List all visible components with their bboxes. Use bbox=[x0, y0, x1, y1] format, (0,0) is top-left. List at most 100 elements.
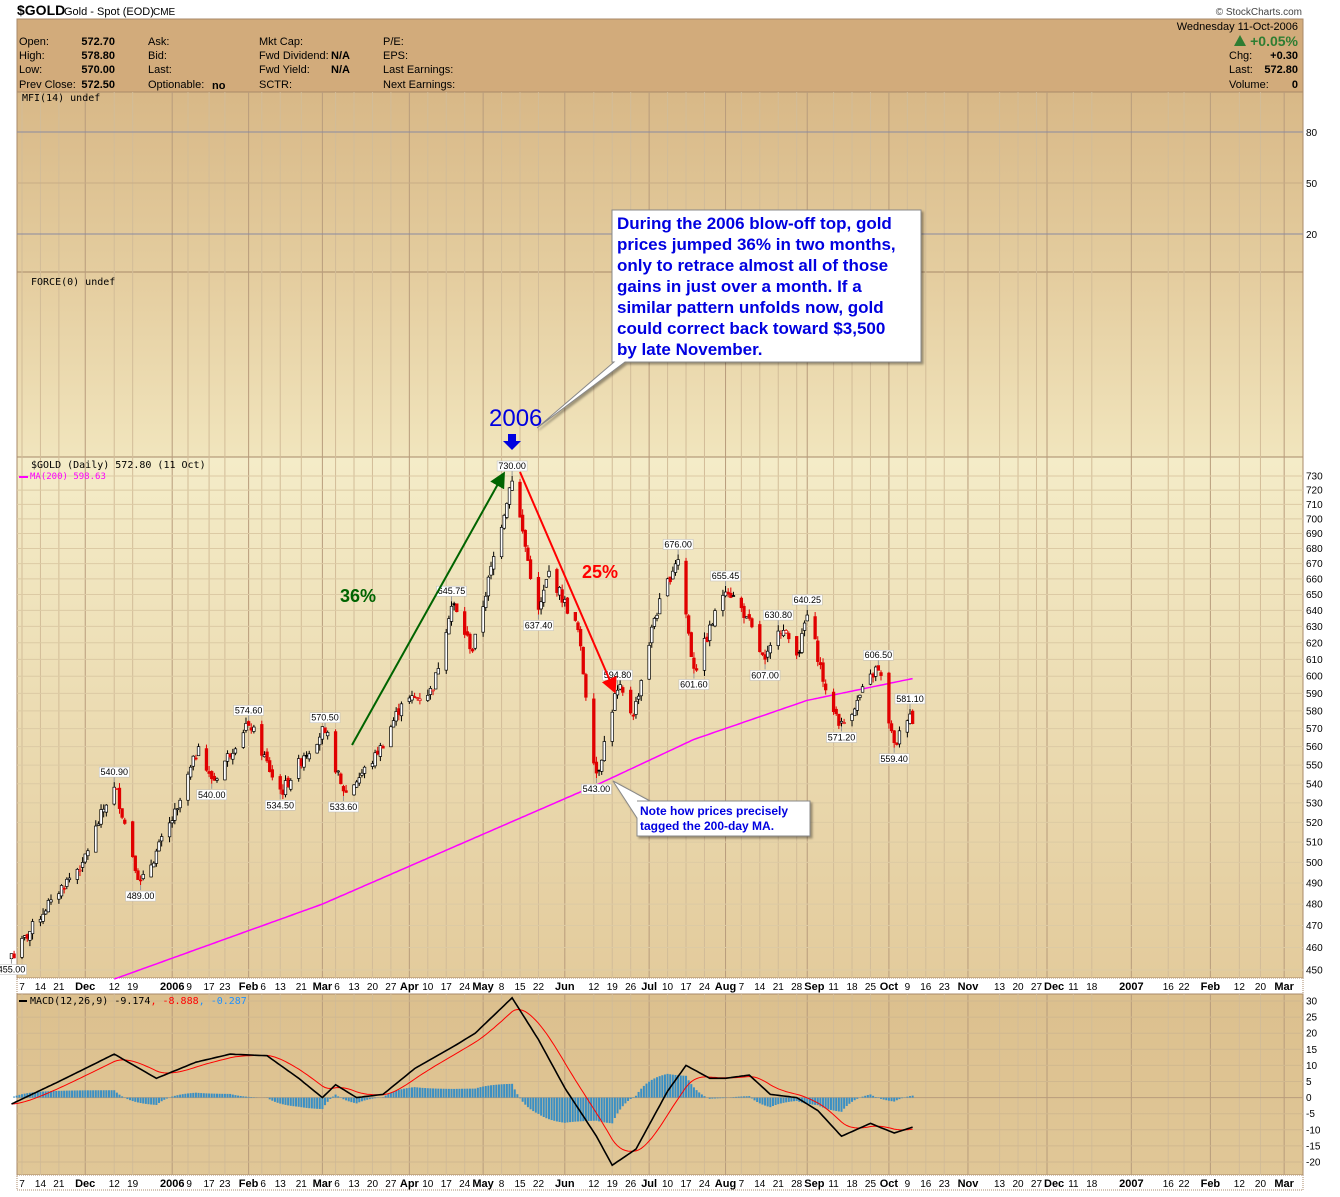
macd-histogram-bar bbox=[453, 1089, 455, 1098]
macd-histogram-bar bbox=[303, 1098, 305, 1108]
eps-label: EPS: bbox=[383, 50, 408, 62]
volume-value: 0 bbox=[1292, 79, 1298, 91]
macd-histogram-bar bbox=[16, 1096, 18, 1098]
macd-histogram-bar bbox=[479, 1087, 481, 1097]
macd-tick-label: 20 bbox=[1306, 1029, 1318, 1040]
price-label: 655.45 bbox=[712, 571, 740, 581]
macd-histogram-bar bbox=[435, 1089, 437, 1098]
macd-histogram-bar bbox=[192, 1093, 194, 1098]
price-tick-label: 630 bbox=[1306, 622, 1323, 633]
macd-histogram-bar bbox=[711, 1098, 713, 1099]
candle-body bbox=[176, 809, 179, 810]
price-label: 676.00 bbox=[664, 539, 692, 549]
candle-body bbox=[648, 645, 651, 679]
candle-body bbox=[872, 674, 875, 677]
rise-percent-label: 36% bbox=[340, 586, 376, 606]
macd-histogram-bar bbox=[219, 1094, 221, 1098]
macd-histogram-bar bbox=[885, 1098, 887, 1101]
year-label: 2006 bbox=[489, 405, 542, 432]
x-tick-label: Jul bbox=[641, 981, 657, 993]
candle-body bbox=[395, 711, 398, 721]
candle-body bbox=[303, 756, 306, 767]
macd-histogram-bar bbox=[279, 1098, 281, 1104]
macd-histogram-bar bbox=[864, 1096, 866, 1098]
macd-histogram-bar bbox=[145, 1098, 147, 1104]
x-tick-label: 17 bbox=[204, 1179, 216, 1190]
macd-histogram-bar bbox=[696, 1090, 698, 1097]
price-label: 570.50 bbox=[311, 713, 339, 723]
candle-body bbox=[909, 714, 912, 724]
macd-histogram-bar bbox=[872, 1096, 874, 1098]
macd-histogram-bar bbox=[356, 1098, 358, 1104]
macd-histogram-bar bbox=[912, 1096, 914, 1098]
macd-histogram-bar bbox=[113, 1090, 115, 1097]
candle-body bbox=[603, 742, 606, 761]
candle-body bbox=[640, 680, 643, 695]
candle-body bbox=[139, 880, 142, 881]
macd-histogram-bar bbox=[306, 1098, 308, 1108]
candle-body bbox=[703, 638, 706, 670]
candle-body bbox=[724, 592, 727, 596]
macd-histogram-bar bbox=[564, 1098, 566, 1123]
prev-close-value: 572.50 bbox=[81, 79, 115, 91]
macd-histogram-bar bbox=[208, 1093, 210, 1097]
macd-tick-label: 25 bbox=[1306, 1013, 1318, 1024]
macd-histogram-bar bbox=[87, 1090, 89, 1097]
macd-histogram-bar bbox=[751, 1098, 753, 1099]
macd-histogram-bar bbox=[118, 1095, 120, 1098]
macd-histogram-bar bbox=[848, 1098, 850, 1104]
high-value: 578.80 bbox=[81, 50, 115, 62]
copyright[interactable]: © StockCharts.com bbox=[1216, 7, 1302, 18]
candle-body bbox=[197, 747, 200, 756]
macd-histogram-bar bbox=[445, 1089, 447, 1098]
macd-histogram-bar bbox=[703, 1096, 705, 1097]
macd-histogram-bar bbox=[277, 1098, 279, 1103]
fwd-dividend-label: Fwd Dividend: bbox=[259, 50, 329, 62]
price-tick-label: 610 bbox=[1306, 655, 1323, 666]
candle-body bbox=[282, 790, 285, 794]
candle-body bbox=[814, 617, 817, 639]
price-label: 606.50 bbox=[865, 650, 893, 660]
macd-histogram-bar bbox=[622, 1098, 624, 1107]
candle-body bbox=[445, 632, 448, 670]
macd-histogram-bar bbox=[53, 1091, 55, 1098]
macd-histogram-bar bbox=[395, 1091, 397, 1098]
candle-body bbox=[226, 754, 229, 762]
macd-histogram-bar bbox=[324, 1098, 326, 1106]
x-tick-label: 24 bbox=[699, 982, 711, 993]
macd-histogram-bar bbox=[195, 1093, 197, 1098]
x-tick-label: 15 bbox=[515, 982, 527, 993]
ask-label: Ask: bbox=[148, 36, 169, 48]
macd-histogram-bar bbox=[179, 1095, 181, 1098]
macd-histogram-bar bbox=[869, 1094, 871, 1097]
x-tick-label: 18 bbox=[1086, 982, 1098, 993]
macd-histogram-bar bbox=[147, 1098, 149, 1105]
macd-histogram-bar bbox=[129, 1098, 131, 1101]
candle-body bbox=[592, 699, 595, 763]
macd-histogram-bar bbox=[232, 1095, 234, 1098]
macd-histogram-bar bbox=[624, 1098, 626, 1104]
last-value: 572.80 bbox=[1264, 64, 1298, 76]
candle-body bbox=[382, 746, 385, 748]
macd-histogram-bar bbox=[888, 1098, 890, 1101]
macd-histogram-bar bbox=[854, 1098, 856, 1101]
x-tick-label: 17 bbox=[681, 1179, 693, 1190]
candle-body bbox=[542, 590, 545, 602]
x-tick-label: 21 bbox=[773, 982, 785, 993]
macd-histogram-bar bbox=[862, 1097, 864, 1098]
x-tick-label: 16 bbox=[1163, 982, 1175, 993]
x-tick-label: 21 bbox=[296, 982, 308, 993]
macd-histogram-bar bbox=[648, 1082, 650, 1098]
price-tick-label: 600 bbox=[1306, 672, 1323, 683]
macd-histogram-bar bbox=[672, 1075, 674, 1098]
candle-body bbox=[308, 754, 311, 759]
macd-histogram-bar bbox=[55, 1091, 57, 1098]
candle-body bbox=[911, 711, 914, 723]
candle-body bbox=[105, 805, 108, 812]
macd-histogram-bar bbox=[508, 1084, 510, 1098]
candle-body bbox=[247, 722, 250, 726]
candle-body bbox=[39, 919, 42, 922]
candle-body bbox=[195, 758, 198, 759]
x-tick-label: 17 bbox=[441, 1179, 453, 1190]
x-tick-label: Jun bbox=[555, 981, 575, 993]
